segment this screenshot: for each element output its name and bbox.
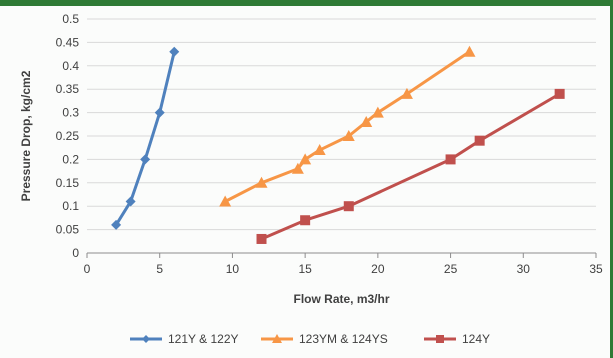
series-line-3: [260, 92, 561, 241]
data-point: [111, 219, 122, 230]
data-point: [463, 45, 476, 57]
y-tick-label: 0.5: [62, 12, 79, 26]
data-point: [299, 153, 312, 165]
data-point: [256, 233, 267, 244]
y-tick-label: 0: [72, 246, 79, 260]
y-tick-label: 0.2: [62, 152, 79, 166]
data-point: [219, 195, 232, 207]
data-point: [371, 106, 384, 118]
legend-label: 121Y & 122Y: [168, 332, 239, 346]
x-tick-label: 25: [444, 262, 458, 276]
data-point: [169, 46, 180, 57]
right-border: [610, 0, 613, 358]
data-point: [313, 144, 326, 156]
legend-marker: [436, 335, 444, 343]
data-point: [400, 87, 413, 99]
legend-label: 123YM & 124YS: [299, 332, 388, 346]
y-tick-label: 0.4: [62, 59, 79, 73]
legend-marker: [142, 335, 150, 343]
data-point: [342, 130, 355, 141]
y-tick-label: 0.1: [62, 199, 79, 213]
x-tick-label: 5: [156, 262, 163, 276]
data-point: [255, 176, 268, 188]
data-point: [343, 201, 354, 212]
data-point: [125, 196, 136, 207]
y-tick-label: 0.05: [56, 223, 80, 237]
series-line-2: [224, 50, 471, 203]
data-point: [154, 107, 165, 118]
data-point: [291, 162, 304, 174]
data-point: [445, 154, 456, 165]
data-point: [360, 115, 373, 127]
legend-label: 124Y: [462, 332, 490, 346]
data-point: [554, 88, 565, 99]
x-tick-label: 0: [84, 262, 91, 276]
y-tick-label: 0.45: [56, 35, 80, 49]
data-point: [140, 154, 151, 165]
y-tick-label: 0.3: [62, 106, 79, 120]
x-tick-label: 20: [371, 262, 385, 276]
top-border: [0, 0, 613, 6]
series-line-1: [114, 51, 176, 226]
data-point: [300, 215, 311, 226]
x-tick-label: 10: [226, 262, 240, 276]
legend-marker: [272, 334, 282, 343]
y-tick-label: 0.25: [56, 129, 80, 143]
x-axis-title: Flow Rate, m3/hr: [293, 292, 389, 306]
y-tick-label: 0.35: [56, 82, 80, 96]
x-tick-label: 30: [517, 262, 531, 276]
x-tick-label: 15: [298, 262, 312, 276]
data-point: [474, 135, 485, 146]
y-axis-title: Pressure Drop, kg/cm2: [19, 70, 33, 201]
x-tick-label: 35: [589, 262, 603, 276]
y-tick-label: 0.15: [56, 176, 80, 190]
